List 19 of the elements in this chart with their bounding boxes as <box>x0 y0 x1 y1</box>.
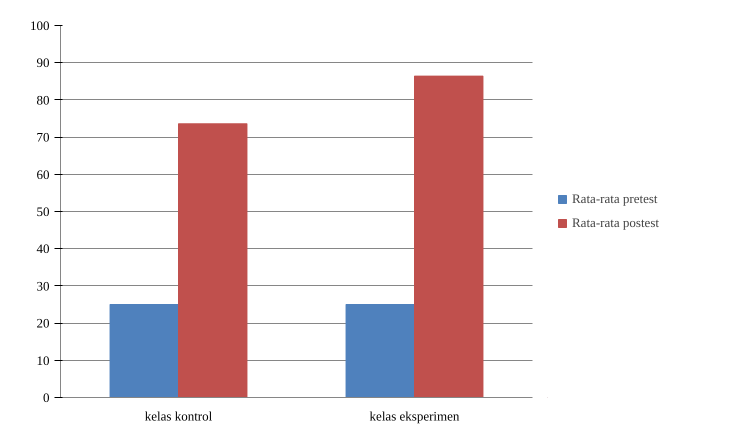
y-tick-label: 0 <box>43 390 50 405</box>
y-tick-label: 80 <box>36 92 50 108</box>
y-tick-label: 50 <box>36 204 50 219</box>
x-tick-label: kelas eksperimen <box>370 408 460 424</box>
legend-label: Rata-rata postest <box>572 215 659 231</box>
y-tick-label: 90 <box>36 55 50 70</box>
y-tick-label: 60 <box>36 166 50 182</box>
legend-label: Rata-rata pretest <box>572 191 658 207</box>
y-tick-label: 20 <box>36 316 50 331</box>
bar <box>110 304 179 398</box>
bar <box>414 76 484 398</box>
y-tick-label: 100 <box>30 18 50 33</box>
y-tick-label: 10 <box>36 352 50 368</box>
bar <box>346 304 415 398</box>
bar <box>178 123 248 398</box>
x-tick-label: kelas kontrol <box>144 408 213 424</box>
y-tick-label: 40 <box>36 241 50 256</box>
y-tick-label: 70 <box>36 130 50 145</box>
y-tick-label: 30 <box>36 278 50 294</box>
